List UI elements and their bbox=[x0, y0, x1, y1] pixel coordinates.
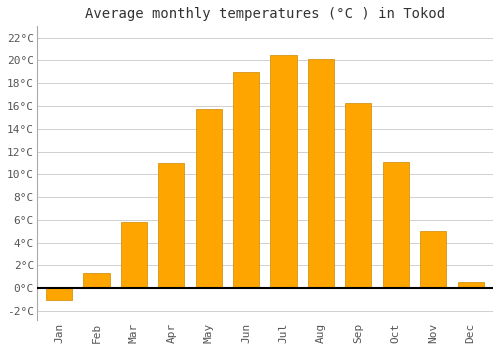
Bar bbox=[158, 163, 184, 288]
Bar bbox=[346, 103, 372, 288]
Bar bbox=[84, 273, 110, 288]
Bar bbox=[233, 72, 260, 288]
Bar bbox=[46, 288, 72, 300]
Bar bbox=[270, 55, 296, 288]
Title: Average monthly temperatures (°C ) in Tokod: Average monthly temperatures (°C ) in To… bbox=[85, 7, 445, 21]
Bar bbox=[420, 231, 446, 288]
Bar bbox=[458, 282, 483, 288]
Bar bbox=[382, 162, 409, 288]
Bar bbox=[308, 59, 334, 288]
Bar bbox=[121, 222, 147, 288]
Bar bbox=[196, 110, 222, 288]
